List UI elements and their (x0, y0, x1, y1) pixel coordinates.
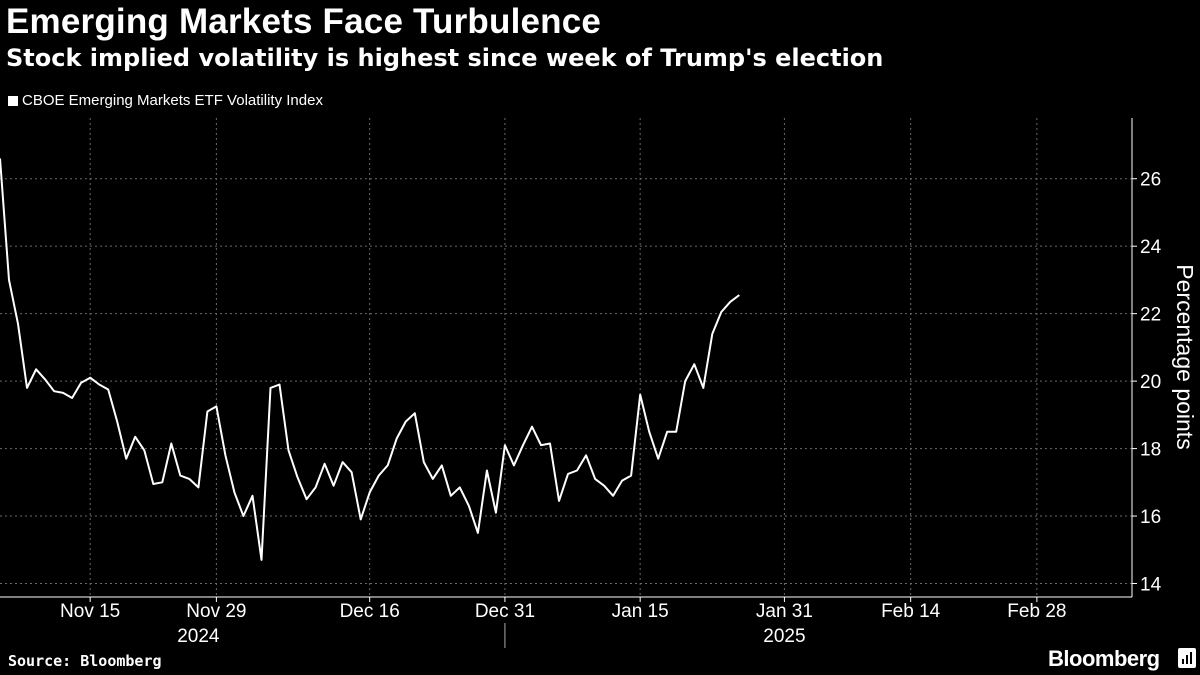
x-tick-label: Jan 15 (612, 601, 669, 622)
y-tick-label: 20 (1140, 372, 1161, 393)
chart-title: Emerging Markets Face Turbulence (6, 2, 602, 41)
x-tick-label: Nov 29 (186, 601, 246, 622)
year-label: 2025 (763, 626, 805, 647)
y-tick-label: 22 (1140, 305, 1161, 326)
x-tick-label: Dec 31 (475, 601, 535, 622)
x-tick-label: Dec 16 (340, 601, 400, 622)
y-tick-label: 24 (1140, 237, 1162, 258)
x-tick-label: Jan 31 (756, 601, 813, 622)
y-tick-label: 18 (1140, 440, 1161, 461)
series-layer (0, 158, 740, 561)
terminal-icon (1178, 648, 1196, 668)
brand-logo: Bloomberg (1048, 646, 1160, 671)
tick-labels: 14 16 18 20 22 24 26 Nov 15 Nov 29 Dec 16 Dec 31 Ja… (60, 170, 1198, 647)
chart-subtitle: Stock implied volatility is highest sinc… (6, 44, 884, 72)
year-label: 2024 (177, 626, 220, 647)
legend-label: CBOE Emerging Markets ETF Volatility Ind… (22, 92, 323, 109)
x-tick-label: Feb 28 (1007, 601, 1066, 622)
x-tick-label: Feb 14 (881, 601, 941, 622)
grid-lines (0, 118, 1132, 597)
source-note: Source: Bloomberg (8, 652, 162, 670)
legend-swatch (8, 95, 18, 106)
y-tick-label: 16 (1140, 507, 1161, 528)
axes (0, 118, 1137, 648)
y-tick-label: 14 (1140, 575, 1162, 596)
y-tick-label: 26 (1140, 170, 1161, 191)
x-tick-label: Nov 15 (60, 601, 120, 622)
series-line (0, 158, 740, 561)
y-axis-label: Percentage points (1172, 264, 1198, 449)
legend: CBOE Emerging Markets ETF Volatility Ind… (8, 92, 323, 109)
